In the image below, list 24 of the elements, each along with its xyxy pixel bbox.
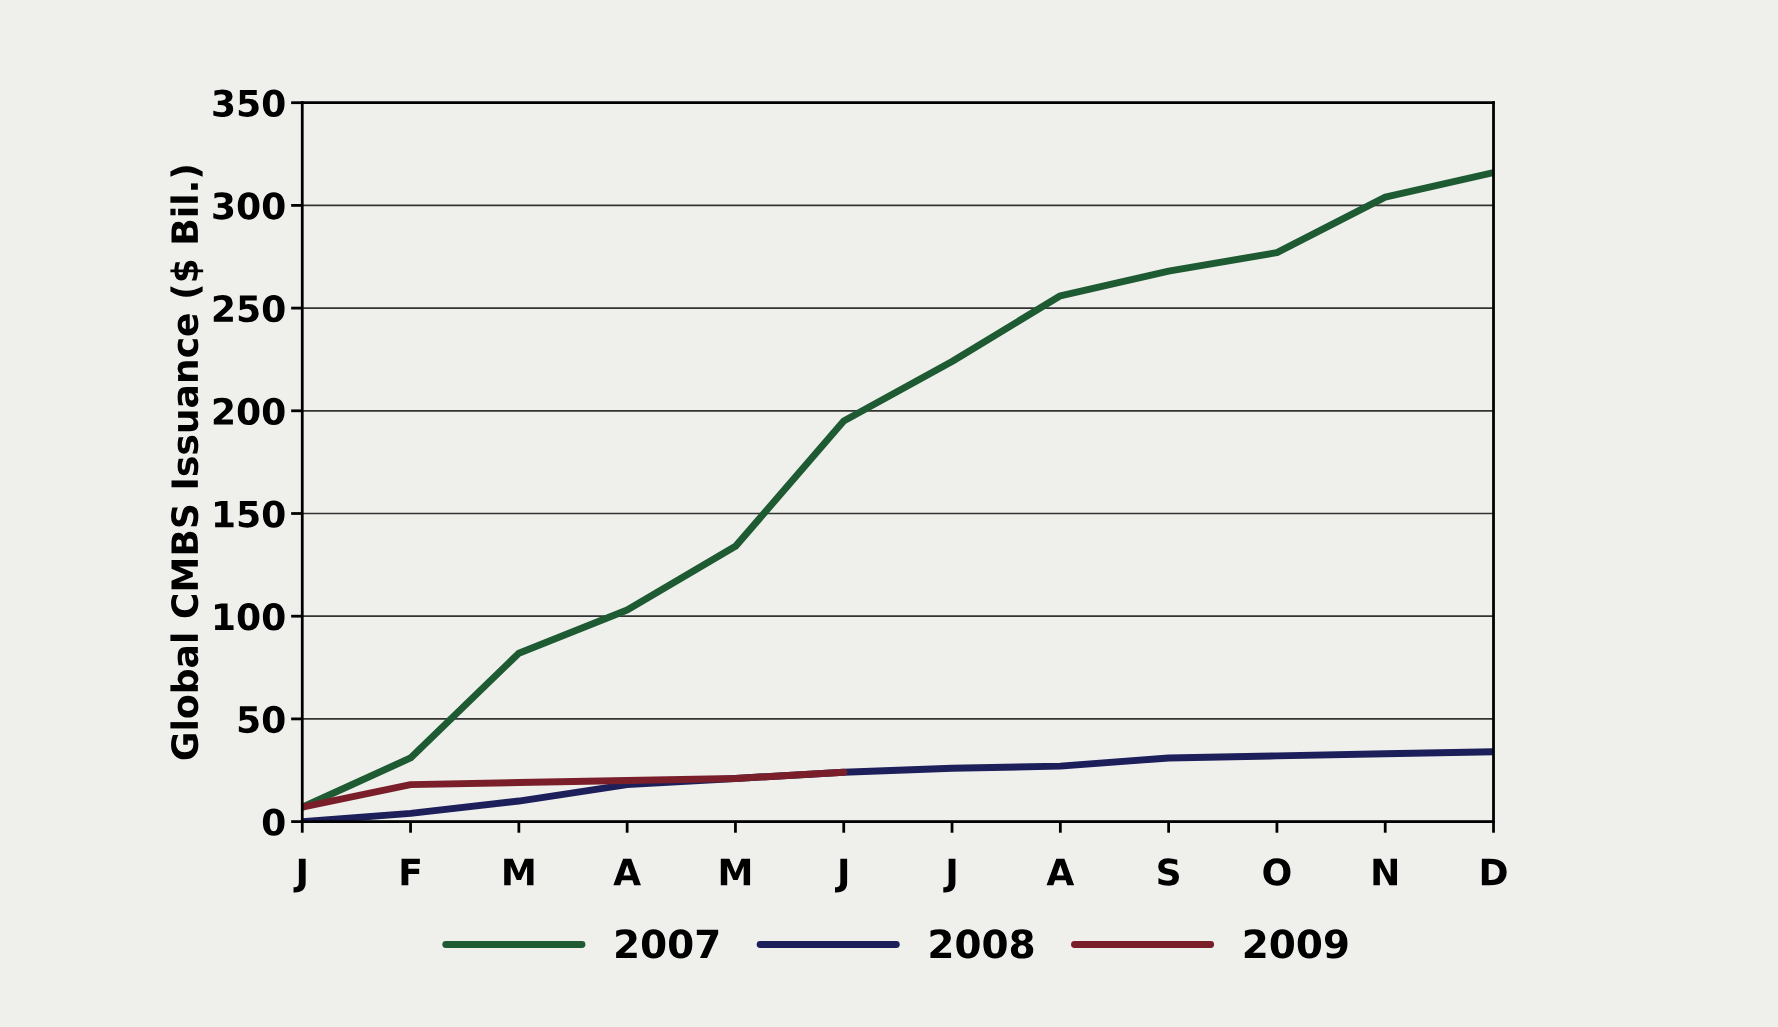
legend-label: 2007 — [616, 929, 719, 959]
y-tick-label: 250 — [213, 295, 285, 323]
x-tick-label: O — [1263, 858, 1291, 886]
y-tick-label: 100 — [214, 603, 285, 631]
y-tick-label: 200 — [213, 397, 285, 426]
x-tick-label: A — [613, 858, 641, 886]
x-tick-label: D — [1481, 858, 1507, 886]
x-tick-label: M — [504, 858, 534, 886]
x-tick-label: J — [835, 858, 848, 893]
x-tick-label: A — [1046, 858, 1075, 886]
x-tick-label: J — [293, 858, 306, 893]
legend-label: 2009 — [1244, 929, 1348, 959]
x-tick-label: J — [943, 858, 956, 893]
y-tick-label: 0 — [262, 808, 285, 836]
legend-label: 2008 — [930, 929, 1034, 959]
y-tick-label: 150 — [214, 500, 285, 528]
y-tick-label: 350 — [213, 89, 285, 117]
x-tick-label: M — [720, 858, 751, 886]
y-tick-label: 50 — [238, 705, 285, 734]
y-axis-title: Global CMBS Issuance ($ Bil.) — [170, 166, 204, 760]
x-tick-label: F — [401, 858, 420, 886]
x-tick-label: S — [1158, 858, 1179, 886]
y-tick-label: 300 — [213, 192, 285, 220]
x-tick-label: N — [1373, 858, 1398, 886]
